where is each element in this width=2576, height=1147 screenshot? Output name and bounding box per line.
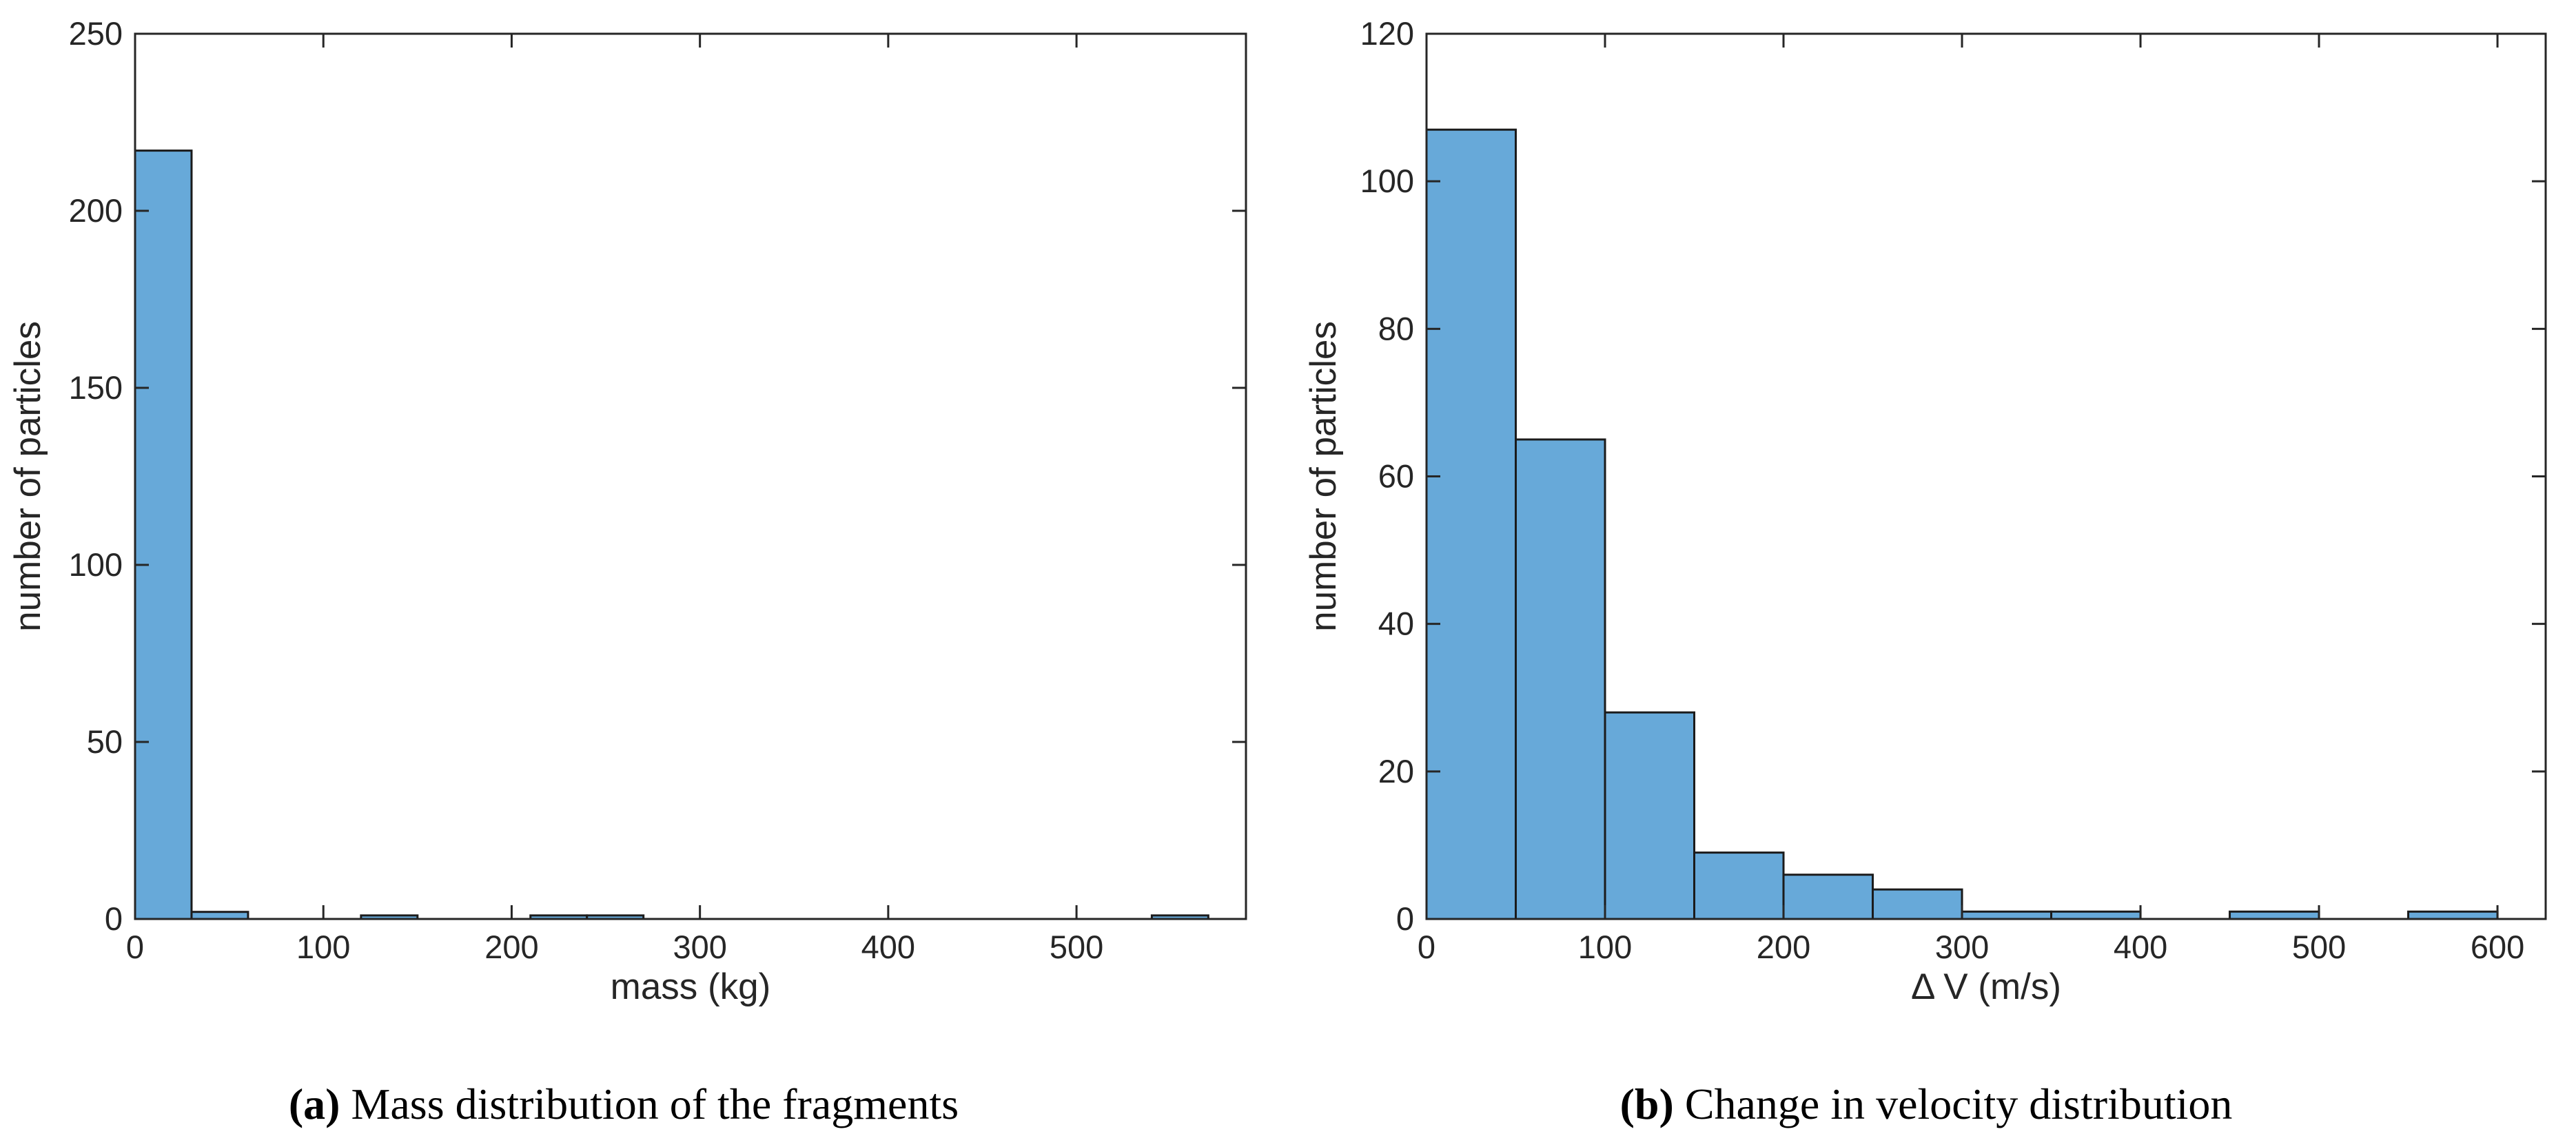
- plot-box: [134, 32, 1247, 920]
- mass-histogram-panel: 0 100 200 300 400 500 0 50 100 150 200 250 mass (kg…: [8, 15, 1247, 1128]
- y-tick-label: 50: [87, 723, 123, 760]
- delta-v-histogram-panel: 0 100 200 300 400 500 600 0 20 40 60 80 100 120 Δ V (…: [1303, 15, 2547, 1128]
- x-tick-label: 300: [673, 929, 726, 965]
- histogram-bar: [1604, 711, 1696, 920]
- y-tick-label: 200: [69, 192, 123, 229]
- y-tick-label: 60: [1378, 458, 1414, 495]
- histogram-bar: [1515, 438, 1606, 920]
- histogram-bar: [2229, 910, 2320, 920]
- histogram-bar: [1961, 910, 2053, 920]
- caption-text: Mass distribution of the fragments: [351, 1079, 959, 1128]
- histogram-bar: [190, 911, 249, 920]
- x-axis-label: mass (kg): [611, 967, 771, 1007]
- caption-label: (a): [289, 1079, 340, 1128]
- y-tick-label: 40: [1378, 606, 1414, 642]
- histogram-bar: [1693, 851, 1785, 920]
- histogram-bar: [134, 149, 193, 920]
- histogram-bar: [2050, 910, 2142, 920]
- caption: (b) Change in velocity distribution: [1620, 1079, 2233, 1128]
- histogram-bar: [2407, 910, 2499, 920]
- caption-text: Change in velocity distribution: [1685, 1079, 2233, 1128]
- y-tick-label: 0: [1396, 900, 1414, 937]
- bars-group: [134, 149, 1209, 920]
- bars-group: [1425, 128, 2499, 920]
- x-tick-label: 200: [484, 929, 538, 965]
- x-tick-label: 400: [861, 929, 915, 965]
- x-tick-label: 100: [1578, 929, 1632, 965]
- x-tick-label: 200: [1757, 929, 1810, 965]
- caption-label: (b): [1620, 1079, 1674, 1128]
- plot-box: [1425, 32, 2547, 920]
- ticks-group: [134, 32, 1246, 920]
- y-tick-label: 0: [105, 900, 123, 937]
- histogram-bar: [1872, 888, 1963, 920]
- x-axis-label: Δ V (m/s): [1911, 967, 2061, 1007]
- x-tick-label: 100: [296, 929, 350, 965]
- caption: (a) Mass distribution of the fragments: [289, 1079, 959, 1128]
- y-axis-label: number of particles: [8, 321, 48, 632]
- x-tick-label: 500: [1050, 929, 1103, 965]
- y-tick-label: 250: [69, 15, 123, 52]
- x-tick-label: 600: [2471, 929, 2524, 965]
- y-tick-label: 80: [1378, 310, 1414, 347]
- x-tick-label: 400: [2114, 929, 2167, 965]
- y-axis-label: number of particles: [1303, 321, 1344, 632]
- y-tick-label: 100: [69, 546, 123, 583]
- x-tick-label: 500: [2292, 929, 2346, 965]
- x-tick-label: 0: [1418, 929, 1435, 965]
- histogram-bar: [1425, 128, 1517, 920]
- x-tick-label: 300: [1935, 929, 1989, 965]
- tick-labels-group: 0 100 200 300 400 500 0 50 100 150 200 250: [69, 15, 1104, 965]
- y-tick-label: 120: [1360, 15, 1414, 52]
- x-tick-label: 0: [126, 929, 144, 965]
- y-tick-label: 150: [69, 369, 123, 406]
- histogram-bar: [1782, 874, 1874, 920]
- tick-labels-group: 0 100 200 300 400 500 600 0 20 40 60 80 100 120: [1360, 15, 2525, 965]
- y-tick-label: 100: [1360, 163, 1414, 199]
- y-tick-label: 20: [1378, 753, 1414, 789]
